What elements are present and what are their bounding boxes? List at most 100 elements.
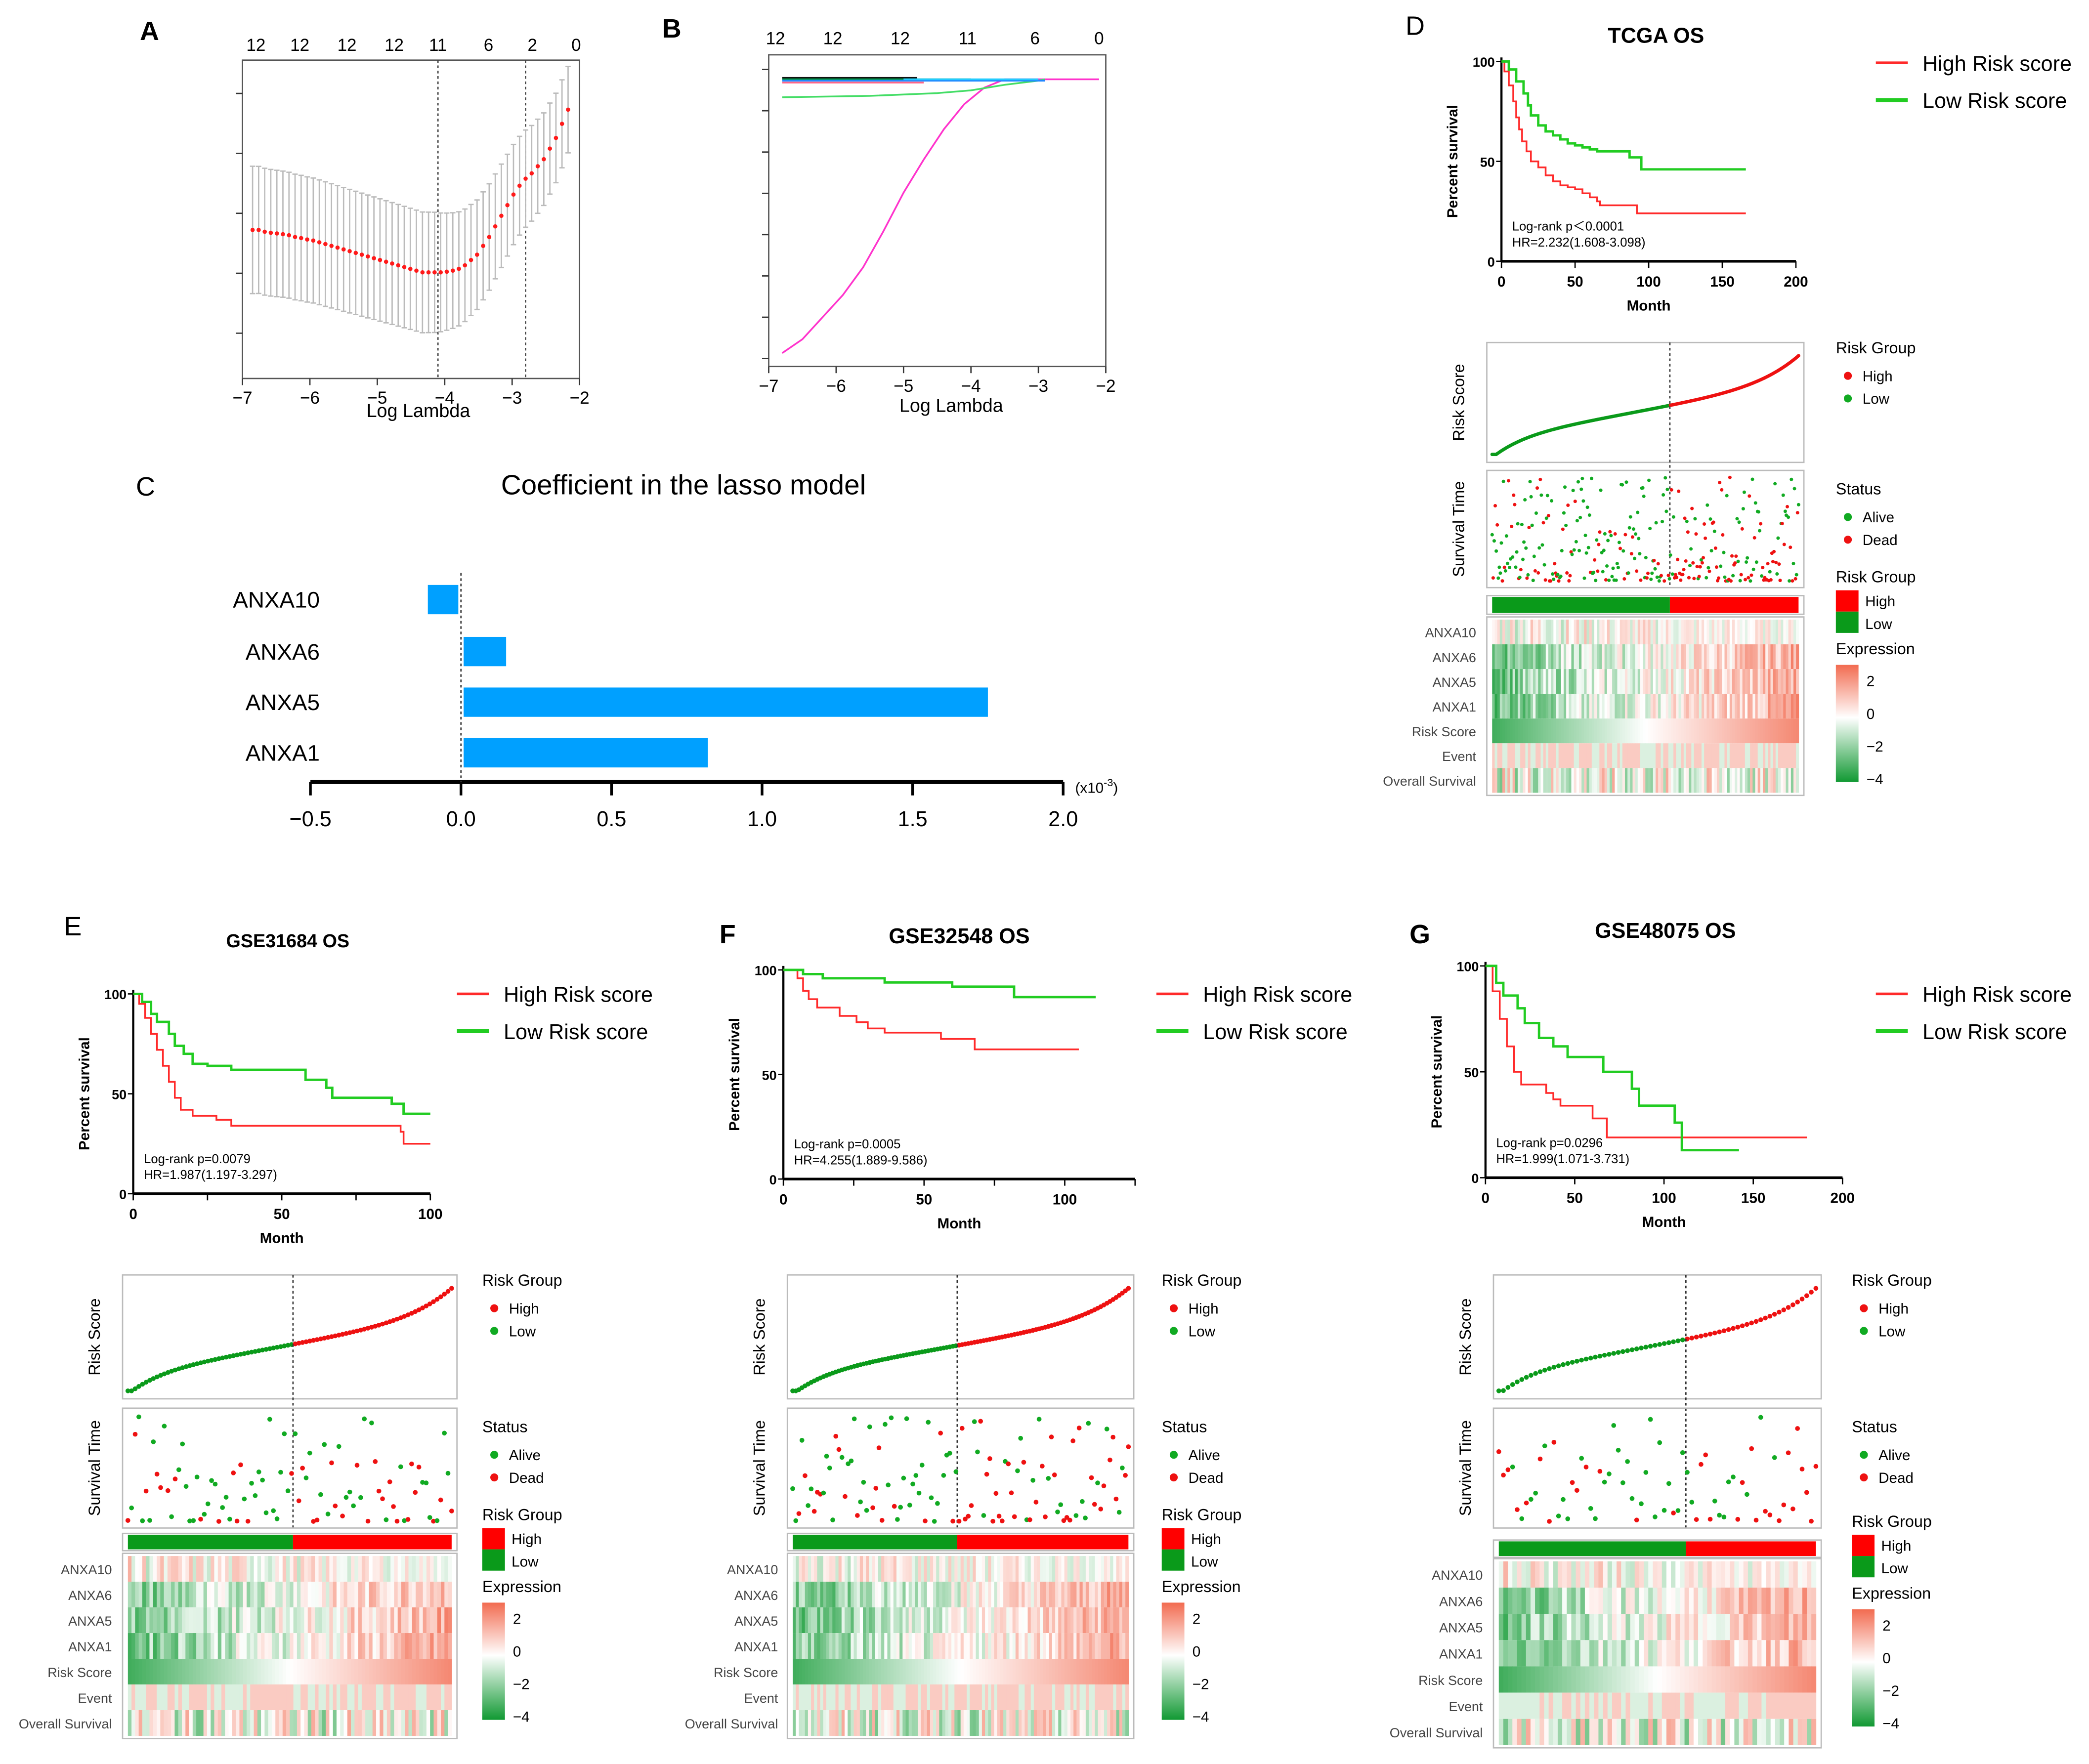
survival-point bbox=[1528, 480, 1532, 484]
survival-point bbox=[296, 1498, 301, 1504]
heatmap-cell bbox=[1658, 768, 1662, 793]
heatmap-cell bbox=[1709, 644, 1712, 670]
heatmap-cell bbox=[957, 1659, 961, 1685]
heatmap-cell bbox=[369, 1633, 373, 1659]
heatmap-cell bbox=[351, 1684, 355, 1711]
heatmap-cell bbox=[945, 1684, 949, 1711]
heatmap-cell bbox=[365, 1582, 370, 1608]
survival-point bbox=[1711, 520, 1715, 524]
heatmap-cell bbox=[185, 1659, 190, 1685]
heatmap-cell bbox=[1765, 743, 1769, 768]
heatmap-cell bbox=[336, 1633, 341, 1659]
heatmap-cell bbox=[863, 1659, 867, 1685]
heatmap-cell bbox=[918, 1556, 922, 1582]
heatmap-cell bbox=[1778, 768, 1781, 793]
heatmap-cell bbox=[799, 1659, 803, 1685]
heatmap-cell bbox=[419, 1633, 424, 1659]
heatmap-cell bbox=[1668, 619, 1671, 644]
heatmap-cell bbox=[1557, 1719, 1563, 1745]
heatmap-cell bbox=[1676, 768, 1679, 793]
heatmap-cell bbox=[1530, 669, 1534, 694]
heatmap-cell bbox=[1540, 694, 1544, 719]
survival-point bbox=[1679, 578, 1683, 582]
heatmap-cell bbox=[1591, 743, 1595, 768]
y-tick-label: 0 bbox=[1471, 1171, 1479, 1186]
heatmap-cell bbox=[1553, 1692, 1558, 1719]
survival-point bbox=[1504, 534, 1508, 538]
heatmap-cell bbox=[1598, 1561, 1604, 1588]
heatmap-cell bbox=[1648, 718, 1651, 744]
survival-point bbox=[1721, 533, 1725, 537]
heatmap-cell bbox=[1009, 1684, 1013, 1711]
heatmap-cell bbox=[315, 1684, 319, 1711]
heatmap-cell bbox=[221, 1582, 226, 1608]
heatmap-cell bbox=[207, 1607, 212, 1634]
heatmap-cell bbox=[1574, 718, 1577, 744]
survival-point bbox=[1728, 475, 1732, 479]
heatmap-cell bbox=[1566, 768, 1570, 793]
survival-point bbox=[1546, 514, 1550, 518]
survival-point bbox=[1030, 1477, 1035, 1483]
heatmap-cell bbox=[967, 1710, 971, 1736]
heatmap-cell bbox=[307, 1684, 312, 1711]
survival-point bbox=[1649, 577, 1653, 581]
heatmap-cell bbox=[1615, 644, 1618, 670]
legend-expression-title: Expression bbox=[482, 1578, 561, 1596]
heatmap-cell bbox=[1581, 644, 1585, 670]
heatmap-cell bbox=[811, 1684, 815, 1711]
heatmap-cell bbox=[1492, 743, 1495, 768]
heatmap-cell bbox=[1525, 619, 1529, 644]
heatmap-cell bbox=[1067, 1582, 1071, 1608]
heatmap-cell bbox=[859, 1556, 863, 1582]
heatmap-row-label: ANXA5 bbox=[68, 1614, 112, 1629]
heatmap-cell bbox=[1745, 743, 1748, 768]
heatmap-cell bbox=[1811, 1640, 1817, 1667]
heatmap-cell bbox=[1545, 718, 1549, 744]
heatmap-cell bbox=[1512, 619, 1516, 644]
survival-point bbox=[1490, 533, 1494, 537]
heatmap-cell bbox=[343, 1582, 348, 1608]
heatmap-cell bbox=[426, 1684, 431, 1711]
heatmap-cell bbox=[271, 1659, 276, 1685]
heatmap-cell bbox=[1683, 743, 1687, 768]
heatmap-cell bbox=[1735, 644, 1738, 670]
survival-point bbox=[1776, 536, 1780, 540]
survival-point bbox=[1635, 569, 1639, 573]
survival-point bbox=[1786, 1450, 1791, 1456]
heatmap-cell bbox=[214, 1633, 218, 1659]
heatmap-cell bbox=[853, 1633, 857, 1659]
heatmap-cell bbox=[1586, 669, 1590, 694]
y-tick-label: 100 bbox=[1456, 960, 1479, 974]
heatmap-cell bbox=[1786, 768, 1789, 793]
heatmap-cell bbox=[1055, 1684, 1059, 1711]
survival-point bbox=[1595, 538, 1599, 542]
heatmap-cell bbox=[1711, 718, 1715, 744]
heatmap-cell bbox=[1040, 1710, 1044, 1736]
heatmap-cell bbox=[1650, 644, 1654, 670]
heatmap-cell bbox=[887, 1607, 891, 1634]
heatmap-cell bbox=[1691, 768, 1695, 793]
heatmap-cell bbox=[1607, 1666, 1613, 1693]
heatmap-cell bbox=[239, 1633, 244, 1659]
heatmap-cell bbox=[1630, 1719, 1635, 1745]
heatmap-cell bbox=[1663, 644, 1666, 670]
heatmap-cell bbox=[181, 1633, 186, 1659]
heatmap-cell bbox=[257, 1607, 261, 1634]
panel-label-g: G bbox=[1409, 920, 1430, 949]
heatmap-cell bbox=[960, 1659, 964, 1685]
heatmap-cell bbox=[1576, 694, 1579, 719]
heatmap-cell bbox=[1526, 1587, 1531, 1614]
heatmap-cell bbox=[1612, 694, 1616, 719]
heatmap-cell bbox=[1670, 768, 1674, 793]
heatmap-cell bbox=[1055, 1607, 1059, 1634]
heatmap-cell bbox=[1612, 1719, 1617, 1745]
heatmap-cell bbox=[945, 1710, 949, 1736]
risk-score-point bbox=[263, 1346, 269, 1352]
heatmap-cell bbox=[1735, 669, 1738, 694]
heatmap-cell bbox=[1775, 768, 1779, 793]
heatmap-cell bbox=[918, 1633, 922, 1659]
survival-point bbox=[879, 1517, 885, 1523]
expression-scale-label: −4 bbox=[513, 1709, 530, 1725]
heatmap-cell bbox=[1675, 1666, 1681, 1693]
heatmap-cell bbox=[799, 1556, 803, 1582]
